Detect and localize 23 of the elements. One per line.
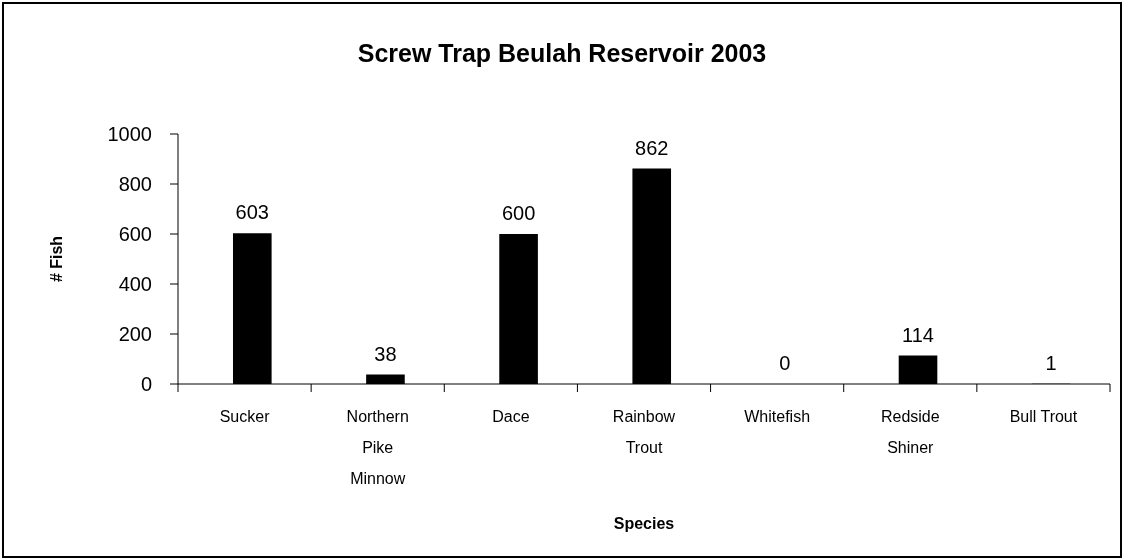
y-tick-label: 400 — [118, 273, 152, 295]
data-label: 603 — [235, 201, 269, 224]
data-label: 0 — [779, 352, 791, 374]
data-label: 600 — [501, 202, 536, 224]
x-tick-label: Whitefish — [744, 408, 811, 425]
x-tick-label: Dace — [492, 408, 530, 425]
y-axis-title: # Fish — [48, 235, 65, 283]
x-tick-label: Bull Trout — [1009, 408, 1078, 425]
x-axis-title: Species — [613, 515, 675, 532]
data-label: 1 — [1045, 351, 1057, 374]
chart-title: Screw Trap Beulah Reservoir 2003 — [357, 39, 767, 67]
y-tick-label: 200 — [118, 323, 152, 345]
data-label: 38 — [374, 342, 397, 365]
x-tick-label: Rainbow Trout — [612, 408, 676, 456]
x-tick-label: Redside Shiner — [880, 408, 940, 456]
y-tick-label: 1000 — [107, 123, 152, 145]
x-tick-label: Northern Pike Minnow — [346, 408, 409, 487]
data-label: 862 — [635, 136, 669, 159]
y-tick-label: 800 — [118, 173, 152, 195]
y-tick-label: 0 — [140, 373, 152, 395]
x-tick-label: Sucker — [219, 408, 271, 425]
data-label: 114 — [902, 323, 934, 346]
y-tick-label: 600 — [118, 223, 152, 245]
